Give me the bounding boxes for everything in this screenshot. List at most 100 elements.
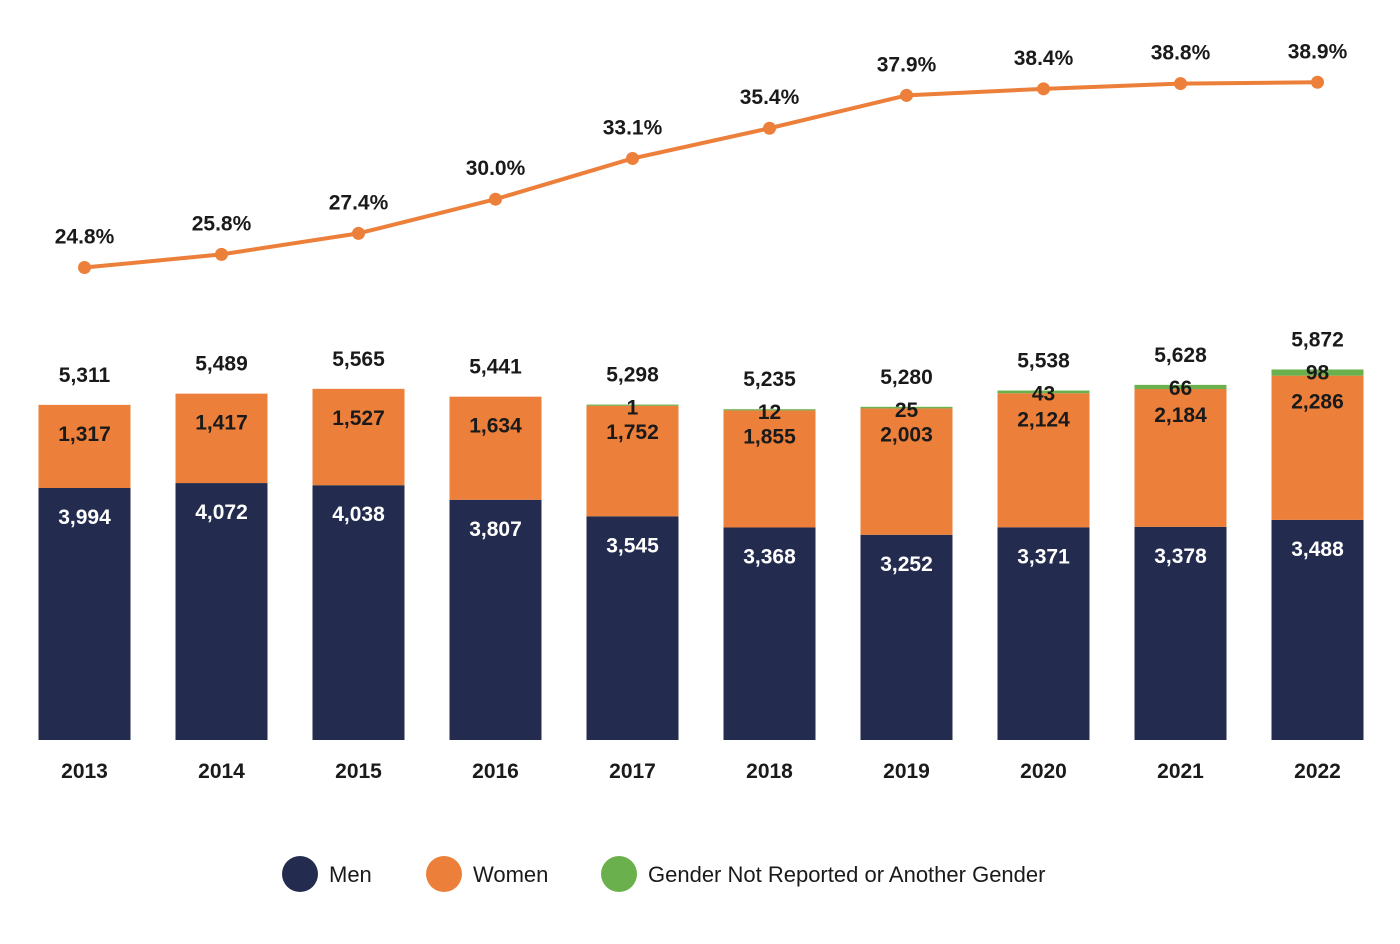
line-label-2013: 24.8% xyxy=(55,226,115,249)
data-label-total-2013: 5,311 xyxy=(59,364,111,387)
data-label-women-2022: 2,286 xyxy=(1291,391,1344,414)
line-point-2015 xyxy=(352,226,365,240)
data-label-other-2019: 25 xyxy=(895,399,919,422)
legend-label-women: Women xyxy=(473,862,548,887)
line-point-2018 xyxy=(763,121,776,135)
bar-women-2019 xyxy=(860,408,953,535)
x-tick-label-2020: 2020 xyxy=(1020,760,1067,783)
data-label-women-2017: 1,752 xyxy=(606,421,659,444)
bar-other-2019 xyxy=(860,406,953,409)
line-point-2013 xyxy=(78,261,91,275)
line-label-2022: 38.9% xyxy=(1288,40,1348,63)
bar-men-2022 xyxy=(1271,519,1364,740)
data-label-men-2014: 4,072 xyxy=(195,501,248,524)
data-label-women-2018: 1,855 xyxy=(743,425,796,448)
x-tick-label-2021: 2021 xyxy=(1157,760,1204,783)
data-label-total-2016: 5,441 xyxy=(469,356,522,379)
line-point-2020 xyxy=(1037,82,1050,96)
data-label-men-2016: 3,807 xyxy=(469,518,522,541)
data-label-men-2021: 3,378 xyxy=(1154,545,1207,568)
line-label-2016: 30.0% xyxy=(466,157,526,180)
bar-women-2022 xyxy=(1271,375,1364,520)
x-tick-label-2017: 2017 xyxy=(609,760,656,783)
data-label-total-2015: 5,565 xyxy=(332,348,385,371)
bar-men-2021 xyxy=(1134,526,1227,740)
bar-men-2016 xyxy=(449,499,542,740)
data-label-total-2020: 5,538 xyxy=(1017,350,1070,373)
legend: Men Women Gender Not Reported or Another G… xyxy=(282,856,1045,892)
data-label-men-2015: 4,038 xyxy=(332,503,385,526)
data-label-women-2016: 1,634 xyxy=(469,415,522,438)
x-tick-label-2013: 2013 xyxy=(61,760,108,783)
bar-women-2013 xyxy=(38,404,131,488)
data-label-other-2017: 1 xyxy=(627,397,639,420)
x-tick-label-2019: 2019 xyxy=(883,760,930,783)
bar-women-2017 xyxy=(586,405,679,517)
data-label-total-2022: 5,872 xyxy=(1291,328,1344,351)
bar-men-2020 xyxy=(997,527,1090,740)
bar-other-2017 xyxy=(586,404,679,406)
line-point-2016 xyxy=(489,192,502,206)
line-label-2020: 38.4% xyxy=(1014,47,1074,70)
data-label-men-2018: 3,368 xyxy=(743,545,796,568)
bar-women-2021 xyxy=(1134,389,1227,527)
bar-other-2021 xyxy=(1134,384,1227,390)
x-tick-label-2014: 2014 xyxy=(198,760,245,783)
bar-other-2020 xyxy=(997,390,1090,394)
legend-swatch-other xyxy=(601,856,637,892)
line-label-2019: 37.9% xyxy=(877,53,937,76)
data-label-women-2021: 2,184 xyxy=(1154,404,1207,427)
x-tick-label-2018: 2018 xyxy=(746,760,793,783)
data-label-total-2019: 5,280 xyxy=(880,366,933,389)
bars-layer xyxy=(38,369,1364,740)
legend-swatch-women xyxy=(426,856,462,892)
data-label-other-2018: 12 xyxy=(758,401,781,424)
bar-women-2014 xyxy=(175,393,268,484)
data-label-women-2014: 1,417 xyxy=(195,412,248,435)
bar-men-2017 xyxy=(586,516,679,740)
bar-other-2018 xyxy=(723,409,816,411)
data-label-total-2017: 5,298 xyxy=(606,364,659,387)
labels-layer: 3,994 1,317 5,311 2013 4,072 1,417 5,489 2014 4,… xyxy=(55,40,1348,783)
line-point-2014 xyxy=(215,247,228,261)
line-point-2021 xyxy=(1174,77,1187,91)
bar-men-2015 xyxy=(312,485,405,740)
x-tick-label-2022: 2022 xyxy=(1294,760,1341,783)
data-label-men-2017: 3,545 xyxy=(606,534,659,557)
line-label-2021: 38.8% xyxy=(1151,42,1211,65)
line-label-2014: 25.8% xyxy=(192,212,252,235)
bar-women-2018 xyxy=(723,410,816,528)
data-label-men-2013: 3,994 xyxy=(58,506,111,529)
legend-label-men: Men xyxy=(329,862,372,887)
x-tick-label-2015: 2015 xyxy=(335,760,382,783)
line-label-2017: 33.1% xyxy=(603,116,663,139)
data-label-total-2018: 5,235 xyxy=(743,368,796,391)
bar-women-2020 xyxy=(997,393,1090,528)
line-point-2022 xyxy=(1311,75,1324,89)
line-label-2015: 27.4% xyxy=(329,191,389,214)
data-label-women-2020: 2,124 xyxy=(1017,408,1070,431)
bar-men-2019 xyxy=(860,534,953,740)
bar-men-2013 xyxy=(38,487,131,740)
line-point-2017 xyxy=(626,151,639,165)
data-label-total-2021: 5,628 xyxy=(1154,344,1207,367)
data-label-men-2022: 3,488 xyxy=(1291,538,1344,561)
data-label-total-2014: 5,489 xyxy=(195,353,248,376)
legend-swatch-men xyxy=(282,856,318,892)
data-label-women-2013: 1,317 xyxy=(58,423,111,446)
data-label-other-2020: 43 xyxy=(1032,383,1055,406)
bar-men-2018 xyxy=(723,527,816,740)
line-layer xyxy=(78,75,1324,275)
percent-women-line xyxy=(82,80,1320,270)
data-label-men-2019: 3,252 xyxy=(880,553,933,576)
bar-men-2014 xyxy=(175,483,268,740)
data-label-men-2020: 3,371 xyxy=(1017,545,1070,568)
legend-label-other: Gender Not Reported or Another Gender xyxy=(648,862,1045,887)
bar-women-2015 xyxy=(312,388,405,486)
x-tick-label-2016: 2016 xyxy=(472,760,519,783)
data-label-women-2015: 1,527 xyxy=(332,407,385,430)
bar-women-2016 xyxy=(449,396,542,500)
line-label-2018: 35.4% xyxy=(740,86,800,109)
data-label-women-2019: 2,003 xyxy=(880,423,933,446)
